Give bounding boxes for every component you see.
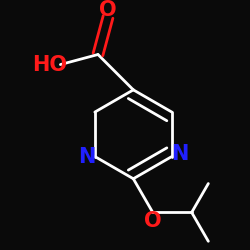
Text: O: O (144, 211, 162, 231)
Text: HO: HO (32, 54, 67, 74)
Text: O: O (99, 0, 117, 20)
Text: N: N (172, 144, 189, 164)
Text: N: N (78, 146, 95, 167)
